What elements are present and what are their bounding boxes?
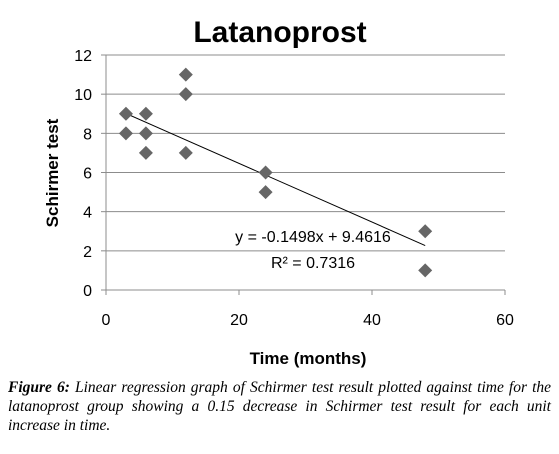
y-axis-title: Schirmer test — [43, 118, 62, 227]
data-point — [118, 126, 133, 141]
x-axis-title: Time (months) — [250, 349, 367, 368]
figure-label: Figure 6: — [8, 379, 70, 396]
y-tick-label: 8 — [83, 126, 92, 143]
y-tick-label: 12 — [74, 48, 92, 65]
data-point — [178, 87, 193, 102]
x-tick-labels: 0 20 40 60 — [102, 312, 514, 329]
x-tick-label: 0 — [102, 312, 111, 329]
data-point — [178, 67, 193, 82]
regression-equation: y = -0.1498x + 9.4616 — [235, 229, 391, 246]
y-tick-label: 10 — [74, 87, 92, 104]
trendline-group — [125, 113, 426, 246]
x-tick-label: 40 — [363, 312, 381, 329]
data-point — [418, 263, 433, 278]
data-point — [118, 106, 133, 121]
y-tick-label: 0 — [83, 283, 92, 300]
scatter-chart: Latanoprost 0 2 4 6 8 10 12 0 20 40 60 y = -0.149… — [43, 16, 514, 368]
data-points — [118, 67, 433, 278]
data-point — [138, 106, 153, 121]
data-point — [138, 126, 153, 141]
data-point — [178, 145, 193, 160]
y-tick-label: 6 — [83, 166, 92, 183]
r-squared-label: R² = 0.7316 — [271, 255, 355, 272]
gridlines — [106, 54, 505, 252]
data-point — [138, 145, 153, 160]
caption-text: Linear regression graph of Schirmer test… — [8, 379, 552, 434]
chart-title: Latanoprost — [193, 16, 366, 49]
y-tick-label: 4 — [83, 205, 92, 222]
data-point — [258, 165, 273, 180]
axes — [101, 54, 506, 295]
trendline — [125, 113, 426, 246]
x-tick-label: 60 — [496, 312, 514, 329]
data-point — [418, 224, 433, 239]
data-point — [258, 185, 273, 200]
y-tick-label: 2 — [83, 244, 92, 261]
x-tick-label: 20 — [230, 312, 248, 329]
figure-caption: Figure 6: Linear regression graph of Sch… — [8, 378, 551, 435]
y-tick-labels: 0 2 4 6 8 10 12 — [74, 48, 92, 300]
